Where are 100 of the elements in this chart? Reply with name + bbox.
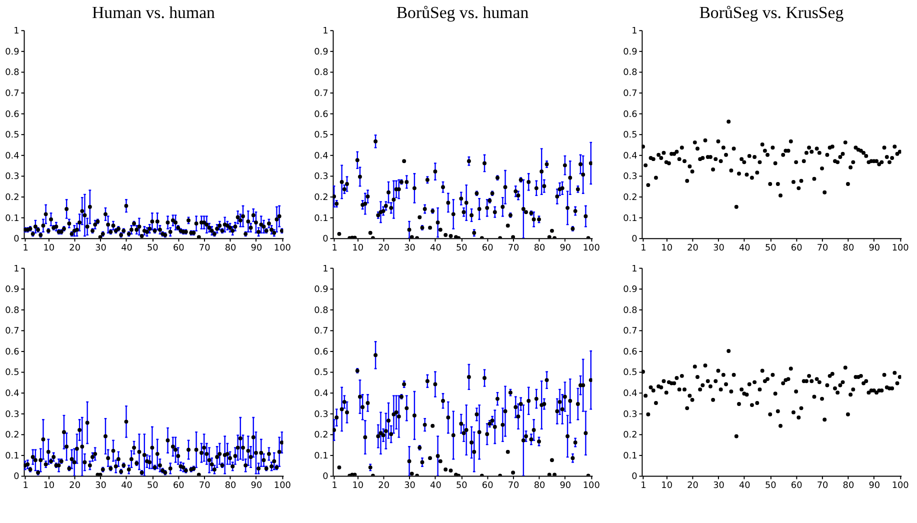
y-tick-label: 0.7: [314, 88, 328, 99]
x-tick-label: 30: [404, 481, 416, 492]
x-tick-label: 40: [739, 243, 751, 254]
x-tick-label: 80: [842, 243, 854, 254]
y-tick-label: 0.4: [314, 151, 329, 162]
y-tick-label: 0.4: [5, 389, 20, 400]
y-tick-label: 0.5: [5, 130, 20, 141]
y-tick-label: 0.1: [5, 451, 20, 462]
x-tick-label: 1: [640, 481, 646, 492]
y-tick-label: 0.6: [314, 110, 329, 120]
x-tick-label: 100: [892, 481, 910, 492]
x-tick-label: 90: [560, 481, 572, 492]
x-tick-label: 30: [95, 243, 107, 254]
y-tick-label: 0.1: [623, 451, 638, 462]
x-tick-label: 50: [147, 243, 159, 254]
x-tick-label: 20: [378, 481, 390, 492]
x-tick-label: 10: [352, 481, 364, 492]
y-tick-label: 0.3: [623, 410, 638, 420]
y-tick-label: 0: [322, 234, 329, 245]
x-tick-label: 100: [274, 243, 292, 254]
y-tick-label: 0.2: [314, 430, 328, 441]
y-tick-label: 0: [14, 234, 20, 245]
x-tick-label: 10: [661, 481, 673, 492]
y-tick-label: 0: [322, 472, 329, 482]
x-tick-label: 60: [482, 481, 494, 492]
y-tick-label: 1: [632, 264, 638, 274]
x-tick-label: 90: [250, 481, 262, 492]
y-tick-label: 0.4: [314, 389, 329, 400]
y-tick-label: 1: [14, 26, 20, 37]
x-tick-label: 30: [713, 481, 725, 492]
y-tick-label: 0.5: [314, 130, 328, 141]
y-tick-label: 0.2: [5, 192, 20, 203]
y-tick-label: 0.7: [5, 88, 20, 99]
x-tick-label: 1: [22, 243, 28, 254]
chart-title: Human vs. human: [92, 3, 216, 22]
x-tick-label: 10: [43, 243, 55, 254]
x-tick-label: 20: [378, 243, 390, 254]
x-tick-label: 50: [147, 481, 159, 492]
y-tick-label: 0.1: [314, 214, 328, 224]
y-tick-label: 0.2: [623, 430, 638, 441]
y-tick-label: 0.6: [314, 347, 329, 358]
y-tick-label: 0.6: [623, 110, 638, 120]
y-tick-label: 0.2: [623, 192, 638, 203]
y-tick-label: 0.4: [623, 151, 638, 162]
x-tick-label: 80: [224, 481, 237, 492]
y-tick-label: 0.5: [623, 130, 638, 141]
y-tick-label: 0.2: [314, 192, 328, 203]
x-tick-label: 80: [842, 481, 854, 492]
y-tick-label: 0.7: [314, 326, 328, 337]
x-tick-label: 40: [430, 243, 442, 254]
x-tick-label: 50: [456, 243, 468, 254]
x-tick-label: 70: [198, 243, 211, 254]
y-tick-label: 0.8: [623, 306, 638, 316]
y-tick-label: 1: [632, 26, 638, 37]
y-tick-label: 0.3: [623, 172, 638, 182]
x-tick-label: 70: [816, 481, 829, 492]
x-tick-label: 1: [332, 481, 338, 492]
y-tick-label: 0.7: [5, 326, 20, 337]
y-tick-label: 0.1: [314, 451, 328, 462]
y-tick-label: 0.9: [623, 285, 638, 296]
x-tick-label: 70: [508, 243, 520, 254]
y-tick-label: 0.9: [5, 285, 20, 296]
x-tick-label: 60: [172, 481, 185, 492]
x-tick-label: 40: [121, 243, 133, 254]
y-tick-label: 0.4: [5, 151, 20, 162]
x-tick-label: 50: [456, 481, 468, 492]
y-tick-label: 1: [322, 26, 328, 37]
y-tick-label: 0.9: [5, 47, 20, 58]
x-tick-label: 100: [582, 243, 600, 254]
x-tick-label: 90: [250, 243, 262, 254]
y-tick-label: 0: [632, 472, 638, 482]
y-tick-label: 0.3: [5, 172, 20, 182]
x-tick-label: 80: [534, 243, 546, 254]
x-tick-label: 1: [332, 243, 338, 254]
x-tick-label: 10: [43, 481, 55, 492]
y-tick-label: 0.1: [623, 214, 638, 224]
x-tick-label: 100: [892, 243, 910, 254]
x-tick-label: 70: [198, 481, 211, 492]
y-tick-label: 0.6: [623, 347, 638, 358]
x-tick-label: 90: [868, 481, 880, 492]
x-tick-label: 50: [764, 481, 777, 492]
y-tick-label: 0.3: [314, 172, 328, 182]
x-tick-label: 20: [69, 481, 81, 492]
x-tick-label: 70: [816, 243, 829, 254]
y-tick-label: 0.5: [314, 368, 328, 378]
x-tick-label: 40: [739, 481, 751, 492]
x-tick-label: 40: [430, 481, 442, 492]
y-tick-label: 0.8: [314, 68, 329, 78]
x-tick-label: 80: [534, 481, 546, 492]
y-tick-label: 0: [632, 234, 638, 245]
x-tick-label: 60: [482, 243, 494, 254]
x-tick-label: 30: [713, 243, 725, 254]
y-tick-label: 0.8: [5, 68, 20, 78]
y-tick-label: 0.1: [5, 214, 20, 224]
x-tick-label: 1: [640, 243, 646, 254]
x-tick-label: 30: [404, 243, 416, 254]
y-tick-label: 0: [14, 472, 20, 482]
x-tick-label: 10: [661, 243, 673, 254]
y-tick-label: 0.5: [5, 368, 20, 378]
x-tick-label: 20: [687, 481, 699, 492]
